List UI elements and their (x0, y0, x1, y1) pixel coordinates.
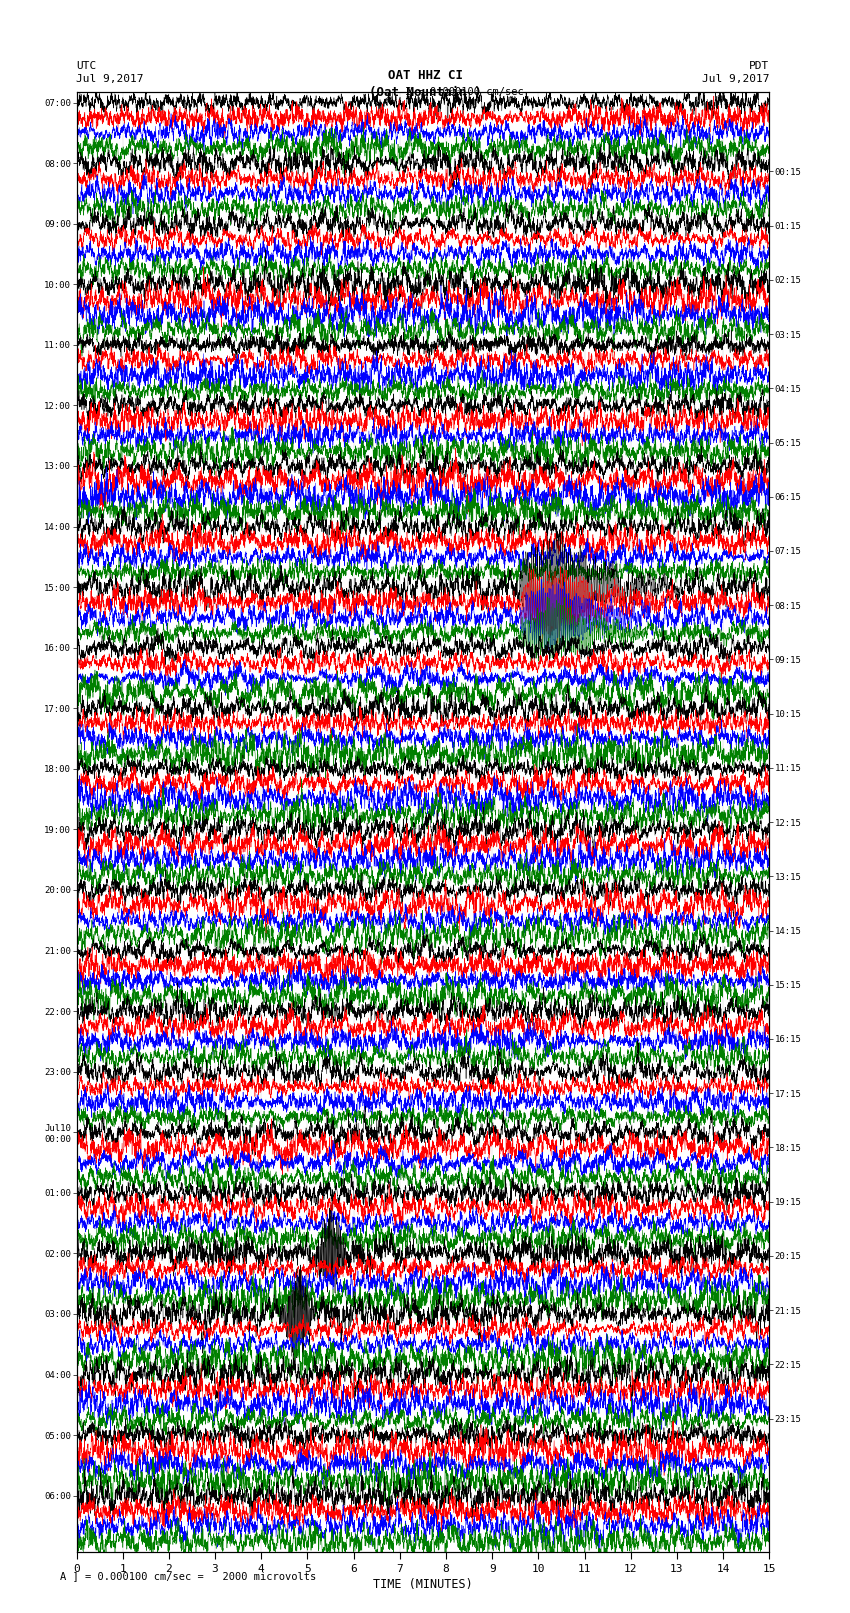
Text: PDT
Jul 9,2017: PDT Jul 9,2017 (702, 61, 769, 84)
Text: OAT HHZ CI
(Oat Mountain ): OAT HHZ CI (Oat Mountain ) (369, 69, 481, 98)
Text: I = 0.000100 cm/sec: I = 0.000100 cm/sec (405, 87, 524, 97)
Text: A ] = 0.000100 cm/sec =   2000 microvolts: A ] = 0.000100 cm/sec = 2000 microvolts (60, 1571, 315, 1581)
Text: UTC
Jul 9,2017: UTC Jul 9,2017 (76, 61, 144, 84)
X-axis label: TIME (MINUTES): TIME (MINUTES) (373, 1578, 473, 1590)
